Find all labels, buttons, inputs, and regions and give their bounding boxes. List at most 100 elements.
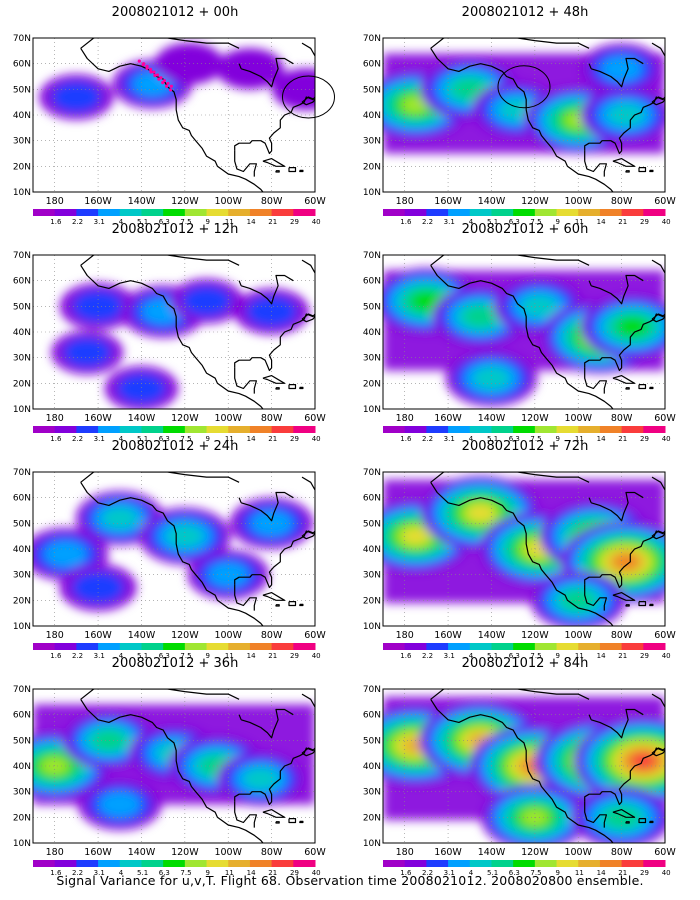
colorbar-swatch [293,643,316,650]
y-tick-label: 30N [13,788,31,798]
colorbar-swatch [599,643,623,650]
variance-contour [271,68,315,111]
colorbar-swatch [404,860,427,867]
colorbar-swatch [643,643,666,650]
y-tick-label: 10N [363,839,381,849]
y-tick-label: 50N [363,302,381,312]
y-tick-label: 60N [13,277,31,287]
colorbar-label: 14 [247,869,256,877]
plot-frame [382,688,666,844]
colorbar-label: 4 [119,435,124,443]
colorbar-label: 3.1 [94,218,105,226]
colorbar-label: 1.6 [400,652,412,660]
colorbar-swatch [383,860,406,867]
colorbar-swatch [33,643,56,650]
colorbar-label: 2.2 [72,652,83,660]
colorbar-swatch [228,860,251,867]
colorbar-swatch [249,209,273,216]
colorbar-swatch [76,643,99,650]
colorbar-label: 2.2 [422,435,433,443]
x-tick-label: 140W [478,847,506,858]
colorbar-label: 6.3 [509,435,520,443]
y-tick-label: 70N [13,34,31,44]
y-tick-label: 50N [13,302,31,312]
colorbar-swatch [271,643,294,650]
colorbar-label: 3.1 [444,652,455,660]
x-tick-label: 180 [46,413,64,424]
coastlines [430,255,665,409]
variance-map: 10N 20N 30N 40N 50N 60N 70N 180 160W 140W 120W 100W… [13,34,335,226]
colorbar-label: 4 [469,218,474,226]
x-tick-label: 80W [611,847,633,858]
colorbar-swatch [163,209,186,216]
colorbar-label: 4 [119,869,124,877]
colorbar [383,860,666,867]
colorbar-label: 14 [597,869,606,877]
y-tick-label: 20N [13,379,31,389]
x-tick-label: 120W [171,413,199,424]
colorbar-label: 11 [575,435,584,443]
coastlines [80,255,315,409]
colorbar-label: 2.2 [422,218,433,226]
colorbar-label: 7.5 [530,869,541,877]
grid-lines [33,255,316,409]
colorbar-swatch [249,860,273,867]
colorbar-swatch [76,426,99,433]
x-tick-label: 160W [84,847,112,858]
y-tick-label: 20N [363,379,381,389]
colorbar-swatch [76,860,99,867]
colorbar-label: 40 [312,869,321,877]
colorbar-label: 4 [469,435,474,443]
colorbar-swatch [54,426,77,433]
colorbar-label: 29 [290,652,299,660]
x-tick-label: 140W [478,630,506,641]
colorbar-swatch [293,860,316,867]
colorbar-swatch [271,426,294,433]
y-tick-label: 40N [13,762,31,772]
variance-contour [117,373,166,404]
x-tick-label: 140W [478,413,506,424]
colorbar-swatch [98,643,121,650]
colorbar-swatch [119,209,142,216]
variance-contour [401,96,430,114]
y-tick-label: 20N [363,813,381,823]
colorbar-swatch [98,209,121,216]
colorbar-label: 21 [618,652,627,660]
y-tick-label: 60N [363,60,381,70]
colorbar [383,643,666,650]
colorbar [33,426,316,433]
variance-contour [453,79,487,100]
plot-frame [32,688,316,844]
variance-field [33,491,314,612]
colorbar-swatch [54,643,77,650]
x-tick-label: 160W [84,413,112,424]
y-tick-label: 50N [13,736,31,746]
plot-frame [382,471,666,627]
colorbar-swatch [556,643,579,650]
colorbar-label: 29 [640,435,649,443]
colorbar-label: 9 [205,869,209,877]
map-panel-6: 2008021012 + 72h 10N 20N 30N 40N 50N 60N 70N 180… [350,439,685,660]
colorbar-swatch [556,860,579,867]
variance-contour [614,554,638,570]
colorbar-label: 21 [618,218,627,226]
x-tick-label: 100W [564,847,592,858]
colorbar-label: 4 [469,652,474,660]
plot-frame [32,37,316,193]
variance-contour [72,571,124,604]
colorbar [33,643,316,650]
colorbar-label: 29 [640,652,649,660]
y-tick-label: 40N [13,111,31,121]
colorbar-swatch [54,209,77,216]
colorbar-swatch [513,643,536,650]
x-tick-label: 180 [396,413,414,424]
y-tick-label: 70N [363,685,381,695]
colorbar-swatch [383,209,406,216]
colorbar-swatch [556,426,579,433]
colorbar-label: 5.1 [487,435,498,443]
colorbar-label: 40 [662,652,671,660]
x-tick-label: 120W [171,630,199,641]
grid-lines [33,38,316,192]
colorbar-swatch [228,426,251,433]
colorbar-label: 14 [597,218,606,226]
